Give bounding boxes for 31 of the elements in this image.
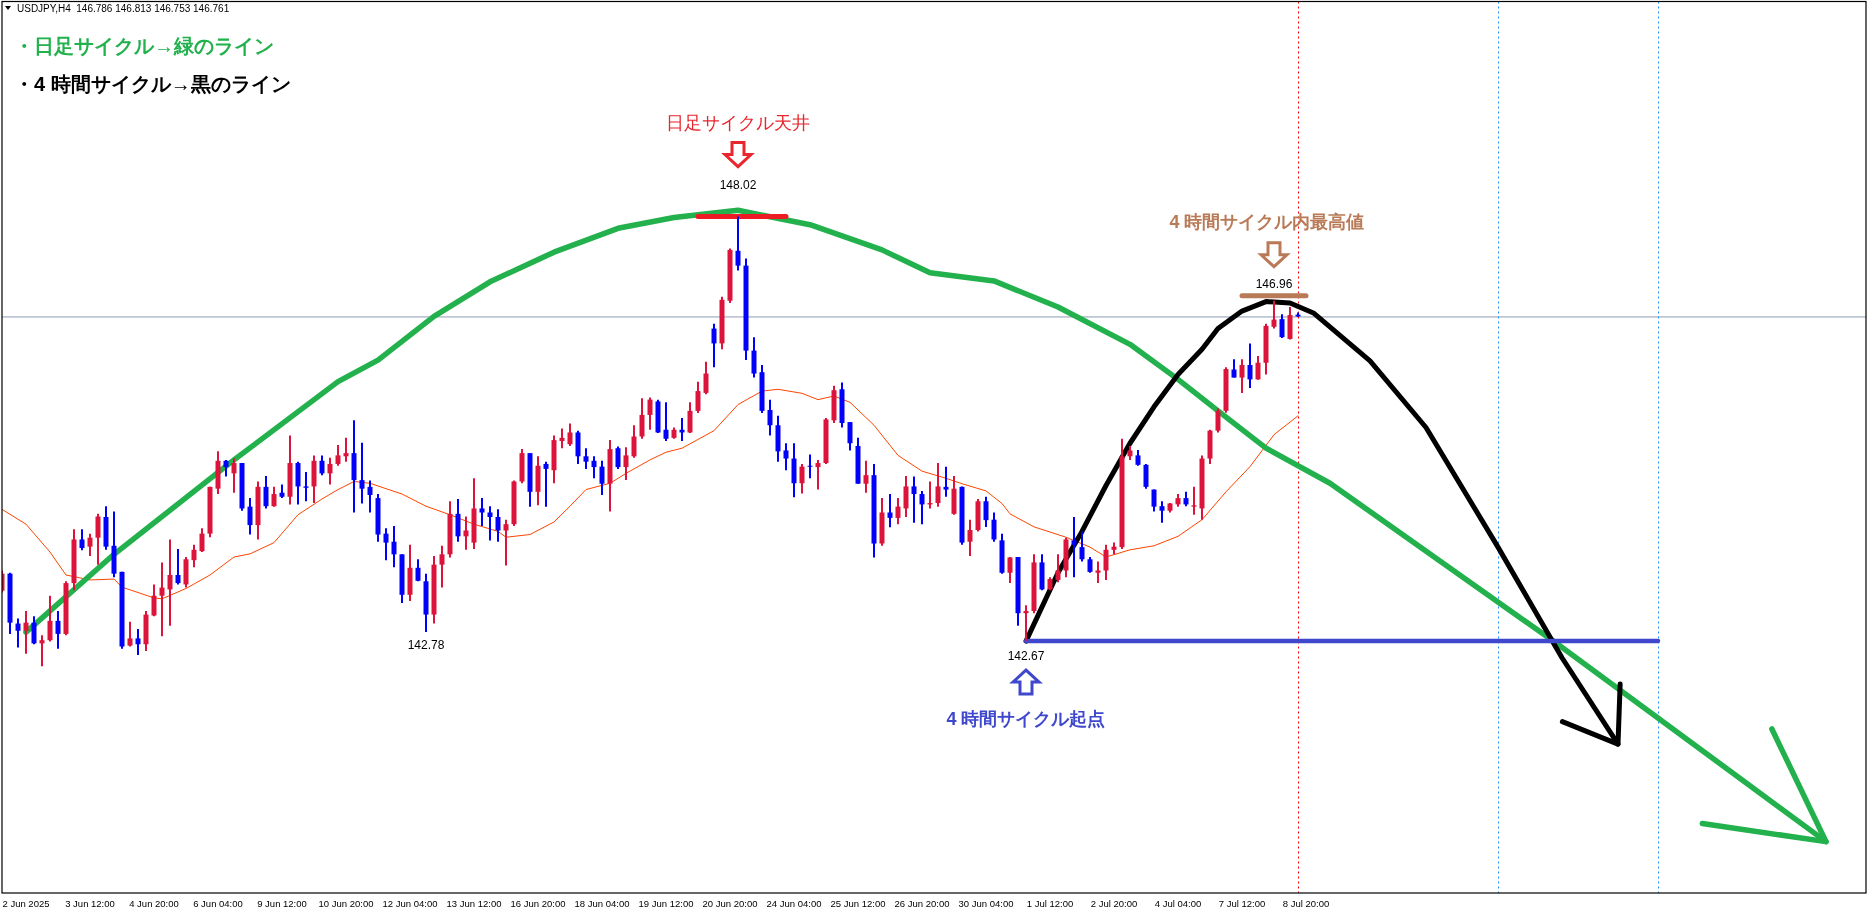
text: 4 時間サイクル起点 <box>946 709 1106 730</box>
x-tick-label: 18 Jun 04:00 <box>574 898 630 909</box>
annotation: 148.02 <box>719 177 757 192</box>
x-tick-label: 24 Jun 04:00 <box>766 898 822 909</box>
x-tick-label: 26 Jun 20:00 <box>894 898 950 909</box>
text: ・日足サイクル→緑のライン <box>14 35 274 57</box>
x-tick-label: 10 Jun 20:00 <box>318 898 374 909</box>
x-tick-label: 1 Jul 12:00 <box>1026 898 1074 909</box>
x-tick-label: 9 Jun 12:00 <box>257 898 307 909</box>
annotation: 142.67 <box>1007 649 1045 664</box>
x-tick-label: 12 Jun 04:00 <box>382 898 438 909</box>
x-tick-label: 13 Jun 12:00 <box>446 898 502 909</box>
x-tick-label: 4 Jul 04:00 <box>1154 898 1202 909</box>
x-tick-label: 6 Jun 04:00 <box>193 898 243 909</box>
annotation: 4 時間サイクル内最高値 <box>1169 211 1365 232</box>
x-tick-label: 19 Jun 12:00 <box>638 898 694 909</box>
x-tick-label: 8 Jul 20:00 <box>1282 898 1330 909</box>
x-tick-label: 16 Jun 20:00 <box>510 898 566 909</box>
text: 日足サイクル天井 <box>666 112 810 133</box>
x-tick-label: 30 Jun 04:00 <box>958 898 1014 909</box>
annotation: 146.96 <box>1255 276 1293 291</box>
x-tick-label: 2 Jul 20:00 <box>1090 898 1138 909</box>
x-tick-label: 2 Jun 2025 <box>2 898 50 909</box>
text: ・4 時間サイクル→黒のライン <box>14 73 291 95</box>
x-tick-label: 25 Jun 12:00 <box>830 898 886 909</box>
annotation: 142.78 <box>407 638 445 653</box>
x-tick-label: 3 Jun 12:00 <box>65 898 115 909</box>
x-tick-label: 7 Jul 12:00 <box>1218 898 1266 909</box>
x-tick-label: 4 Jun 20:00 <box>129 898 179 909</box>
x-tick-label: 20 Jun 20:00 <box>702 898 758 909</box>
chart-title: USDJPY,H4 146.786 146.813 146.753 146.761 <box>17 3 230 14</box>
